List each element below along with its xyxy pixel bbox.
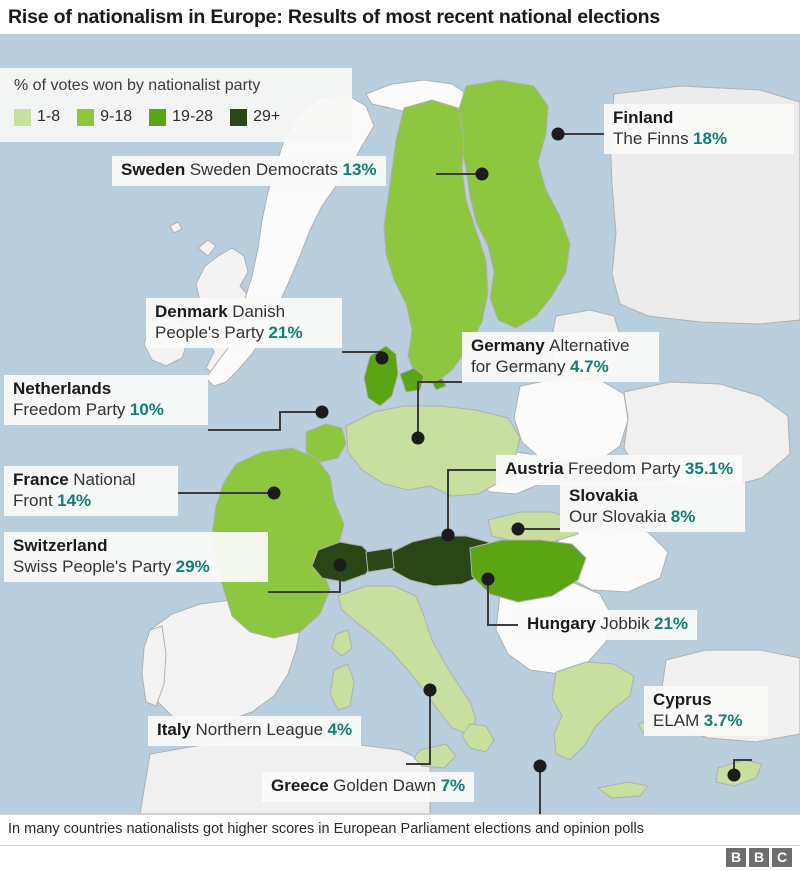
region-greece bbox=[551, 661, 635, 761]
callout-greece: Greece Golden Dawn 7% bbox=[262, 772, 475, 802]
callout-party: Our Slovakia bbox=[569, 506, 667, 526]
callout-party: Jobbik bbox=[600, 614, 650, 633]
callout-country: Greece bbox=[271, 776, 329, 795]
bbc-letter-b1: B bbox=[726, 848, 746, 867]
callout-country: Cyprus bbox=[653, 690, 712, 709]
callout-pct: 29% bbox=[175, 556, 210, 576]
page-title: Rise of nationalism in Europe: Results o… bbox=[8, 6, 660, 28]
callout-country: Italy bbox=[157, 720, 192, 739]
callout-country: Finland bbox=[613, 108, 674, 127]
callout-country: France bbox=[13, 470, 69, 489]
region-sardinia bbox=[329, 663, 355, 711]
legend-item-4: 29+ bbox=[230, 108, 280, 126]
callout-pct: 14% bbox=[57, 490, 92, 510]
region-denmark-jutland bbox=[363, 345, 399, 407]
region-corsica bbox=[331, 629, 353, 657]
region-netherlands bbox=[305, 423, 347, 463]
legend-label-3: 19-28 bbox=[172, 108, 214, 125]
callout-denmark: Denmark Danish People's Party 21% bbox=[146, 298, 342, 349]
legend-item-3: 19-28 bbox=[149, 108, 213, 126]
callout-france: France National Front 14% bbox=[4, 466, 178, 517]
callout-pct: 13% bbox=[342, 160, 377, 179]
legend-panel: % of votes won by nationalist party 1-8 … bbox=[0, 68, 352, 142]
callout-netherlands: Netherlands Freedom Party 10% bbox=[4, 375, 208, 426]
region-faroe bbox=[169, 221, 183, 234]
footer-bar: In many countries nationalists got highe… bbox=[0, 814, 800, 846]
callout-austria: Austria Freedom Party 35.1% bbox=[496, 455, 743, 485]
callout-party-part1: Alternative bbox=[549, 336, 630, 355]
legend-swatch-icon-3 bbox=[149, 108, 167, 126]
callout-italy: Italy Northern League 4% bbox=[148, 716, 362, 746]
callout-pct: 8% bbox=[670, 506, 696, 526]
bbc-letter-b2: B bbox=[749, 848, 769, 867]
callout-party: Golden Dawn bbox=[333, 776, 437, 795]
callout-party-part2: Front bbox=[13, 490, 53, 510]
callout-pct: 7% bbox=[440, 776, 466, 795]
callout-pct: 35.1% bbox=[684, 459, 734, 478]
callout-party: ELAM bbox=[653, 710, 700, 730]
region-portugal bbox=[141, 625, 167, 707]
callout-pct: 4.7% bbox=[569, 356, 609, 376]
callout-slovakia: Slovakia Our Slovakia 8% bbox=[560, 482, 745, 533]
callout-country: Hungary bbox=[527, 614, 596, 633]
callout-party-part2: People's Party bbox=[155, 322, 265, 342]
callout-switzerland: Switzerland Swiss People's Party 29% bbox=[4, 532, 268, 583]
legend-item-1: 1-8 bbox=[14, 108, 60, 126]
callout-country: Austria bbox=[505, 459, 564, 478]
callout-pct: 10% bbox=[129, 399, 164, 419]
callout-party: Northern League bbox=[195, 720, 324, 739]
callout-party: Freedom Party bbox=[568, 459, 681, 478]
callout-finland: Finland The Finns 18% bbox=[604, 104, 794, 155]
region-slovakia bbox=[487, 511, 579, 543]
legend-label-1: 1-8 bbox=[37, 108, 61, 125]
callout-country: Switzerland bbox=[13, 536, 108, 555]
callout-party-part2: for Germany bbox=[471, 356, 566, 376]
callout-party: The Finns bbox=[613, 128, 689, 148]
callout-pct: 18% bbox=[693, 128, 728, 148]
callout-party-part1: National bbox=[73, 470, 136, 489]
callout-pct: 3.7% bbox=[703, 710, 743, 730]
region-sweden bbox=[383, 99, 489, 385]
callout-party: Swiss People's Party bbox=[13, 556, 172, 576]
title-bar: Rise of nationalism in Europe: Results o… bbox=[0, 0, 800, 34]
legend-swatch-icon-4 bbox=[230, 108, 248, 126]
bbc-letter-c: C bbox=[772, 848, 792, 867]
region-crete bbox=[597, 781, 649, 799]
region-alpine-corridor bbox=[365, 547, 395, 573]
bbc-logo: B B C bbox=[726, 848, 792, 867]
legend-swatch-icon-1 bbox=[14, 108, 31, 126]
callout-pct: 21% bbox=[654, 614, 689, 633]
callout-party: Sweden Democrats bbox=[189, 160, 339, 179]
callout-pct: 4% bbox=[327, 720, 353, 739]
legend-title: % of votes won by nationalist party bbox=[14, 77, 261, 94]
callout-pct: 21% bbox=[268, 322, 303, 342]
legend-label-2: 9-18 bbox=[100, 108, 133, 125]
map-canvas: % of votes won by nationalist party 1-8 … bbox=[0, 34, 800, 814]
callout-germany: Germany Alternative for Germany 4.7% bbox=[462, 332, 659, 383]
region-uk-scotland-isles bbox=[197, 239, 217, 257]
callout-sweden: Sweden Sweden Democrats 13% bbox=[112, 156, 386, 186]
callout-country: Slovakia bbox=[569, 486, 638, 505]
callout-cyprus: Cyprus ELAM 3.7% bbox=[644, 686, 768, 737]
callout-country: Sweden bbox=[121, 160, 186, 179]
region-italy-south bbox=[461, 723, 495, 753]
footer-note: In many countries nationalists got highe… bbox=[8, 821, 644, 837]
callout-country: Netherlands bbox=[13, 379, 112, 398]
region-finland bbox=[457, 79, 571, 329]
legend-label-4: 29+ bbox=[253, 108, 281, 125]
legend-item-2: 9-18 bbox=[77, 108, 132, 126]
callout-party: Freedom Party bbox=[13, 399, 126, 419]
europe-map-svg bbox=[0, 34, 800, 814]
callout-country: Denmark bbox=[155, 302, 228, 321]
callout-party-part1: Danish bbox=[232, 302, 286, 321]
legend-swatch-icon-2 bbox=[77, 108, 95, 126]
callout-hungary: Hungary Jobbik 21% bbox=[518, 610, 698, 640]
callout-country: Germany bbox=[471, 336, 545, 355]
legend-items: 1-8 9-18 19-28 29+ bbox=[14, 108, 297, 126]
